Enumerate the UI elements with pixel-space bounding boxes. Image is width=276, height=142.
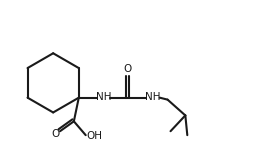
Text: O: O bbox=[51, 129, 59, 139]
Text: OH: OH bbox=[87, 131, 103, 141]
Text: O: O bbox=[123, 64, 131, 74]
Text: NH: NH bbox=[96, 92, 111, 102]
Text: NH: NH bbox=[145, 92, 161, 102]
